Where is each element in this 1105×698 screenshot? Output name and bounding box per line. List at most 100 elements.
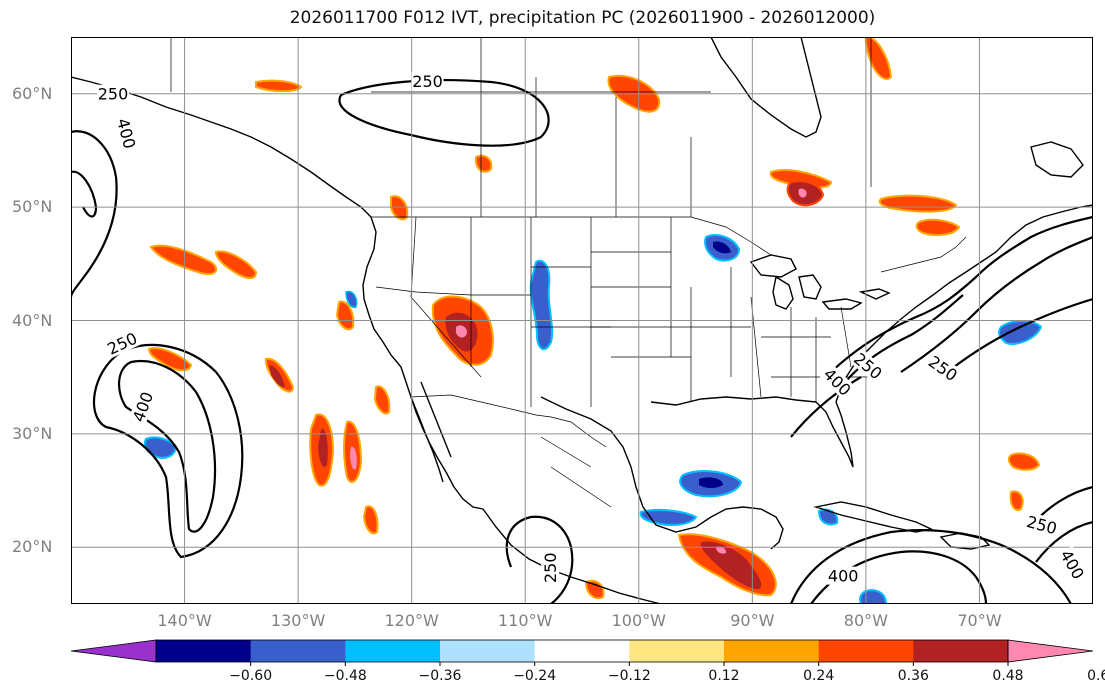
contour-label: 400 — [113, 116, 139, 150]
longitude-label: 100°W — [611, 611, 666, 630]
colorbar-frame — [155, 639, 1009, 663]
us-canada-border — [880, 236, 967, 273]
latitude-label: 20°N — [12, 537, 53, 557]
latitude-label: 60°N — [12, 83, 53, 103]
colorbar-tick-label: 0.24 — [803, 668, 835, 684]
precip-blob — [997, 320, 1043, 345]
colorbar-segment — [913, 640, 1009, 662]
coastline — [939, 532, 991, 550]
colorbar-tick-label: −0.36 — [418, 668, 462, 684]
colorbar-tick-label: 0.12 — [708, 668, 740, 684]
precip-blob — [529, 259, 554, 351]
colorbar-tick-label: −0.60 — [229, 668, 273, 684]
colorbar-segment — [250, 640, 346, 662]
precip-blob — [817, 508, 839, 526]
precip-blob — [390, 195, 409, 221]
latitude-label: 50°N — [12, 197, 53, 217]
precip-blob — [269, 365, 285, 388]
contour-label: 250 — [541, 552, 560, 583]
us-canada-border — [371, 216, 772, 256]
colorbar-tick-label: −0.48 — [323, 668, 367, 684]
contour-label-background — [541, 551, 560, 584]
coastline — [1030, 141, 1084, 178]
ivt-contour-250 — [338, 79, 550, 147]
state-border — [540, 436, 592, 468]
graticule — [71, 37, 1093, 604]
map-panel: 250 400 250 400 250 400 250 250 250 400 250 400 — [71, 37, 1093, 604]
ivt-contour-250 — [940, 297, 1093, 378]
longitude-label: 80°W — [843, 611, 888, 630]
precip-blob — [798, 188, 807, 198]
contour-label: 400 — [828, 567, 859, 586]
state-border — [550, 466, 612, 508]
contour-label-background — [850, 348, 887, 384]
ivt-contour-250 — [900, 235, 1093, 373]
precip-blob — [639, 508, 698, 526]
contour-label: 400 — [129, 389, 157, 424]
longitude-label: 70°W — [957, 611, 1002, 630]
colorbar-segment — [629, 640, 725, 662]
coastline — [482, 508, 662, 604]
precip-blob — [878, 194, 958, 213]
ivt-contour-400 — [118, 359, 217, 533]
colorbar — [71, 639, 1093, 666]
colorbar-tick-label: −0.12 — [607, 668, 651, 684]
precip-blob — [373, 385, 391, 415]
state-border — [410, 296, 482, 378]
lake-outline — [772, 275, 794, 310]
lake-outline — [821, 298, 863, 310]
coastline — [650, 396, 817, 406]
contour-label-background — [128, 388, 157, 425]
precip-blob — [859, 589, 888, 604]
longitude-label: 140°W — [157, 611, 212, 630]
contour-label-background — [819, 364, 856, 400]
ivt-contour-250 — [505, 515, 574, 604]
lake-outline — [798, 274, 822, 300]
coastline — [410, 396, 444, 483]
lake-outline — [858, 288, 891, 300]
us-mexico-border — [410, 394, 607, 448]
precip-blob — [1009, 490, 1024, 511]
precip-blob — [864, 37, 893, 81]
precip-blob — [255, 79, 303, 93]
ivt-contour-250 — [789, 529, 1072, 604]
coastline — [835, 204, 1093, 403]
state-border — [375, 286, 472, 296]
contour-label: 250 — [98, 85, 129, 104]
lake-outline — [749, 254, 797, 278]
contour-label-background — [103, 328, 141, 359]
contour-label-background — [1024, 511, 1060, 538]
coastline — [710, 506, 784, 550]
contour-label: 250 — [1025, 512, 1059, 538]
precip-blob — [318, 428, 328, 467]
ivt-contour-250 — [790, 376, 862, 438]
contour-label-background — [113, 115, 140, 152]
colorbar-min-extension — [71, 639, 157, 663]
colorbar-segment — [724, 640, 820, 662]
latitude-label: 40°N — [12, 310, 53, 330]
contour-label: 400 — [1056, 547, 1088, 583]
colorbar-tick-label: 0.48 — [992, 668, 1024, 684]
colorbar-segment — [534, 640, 630, 662]
contour-label-background — [97, 84, 130, 103]
precip-blob — [350, 446, 357, 470]
precip-blob — [1007, 452, 1041, 471]
precip-blob — [149, 244, 218, 275]
coastline — [420, 381, 452, 458]
contour-label: 400 — [820, 365, 855, 400]
ivt-contour-lines — [71, 79, 1093, 604]
latitude-label: 30°N — [12, 423, 53, 443]
coastline — [813, 501, 934, 533]
longitude-label: 90°W — [730, 611, 775, 630]
longitude-label: 130°W — [270, 611, 326, 630]
coastlines-and-borders — [71, 37, 1093, 604]
longitude-label: 110°W — [498, 611, 553, 630]
coastline — [710, 37, 822, 138]
contour-label: 250 — [850, 349, 886, 383]
precip-blob — [699, 477, 723, 488]
political-borders — [170, 37, 967, 508]
precip-blob — [474, 154, 493, 173]
colorbar-segment — [156, 640, 252, 662]
colorbar-tick-label: 0.60 — [1087, 668, 1105, 684]
